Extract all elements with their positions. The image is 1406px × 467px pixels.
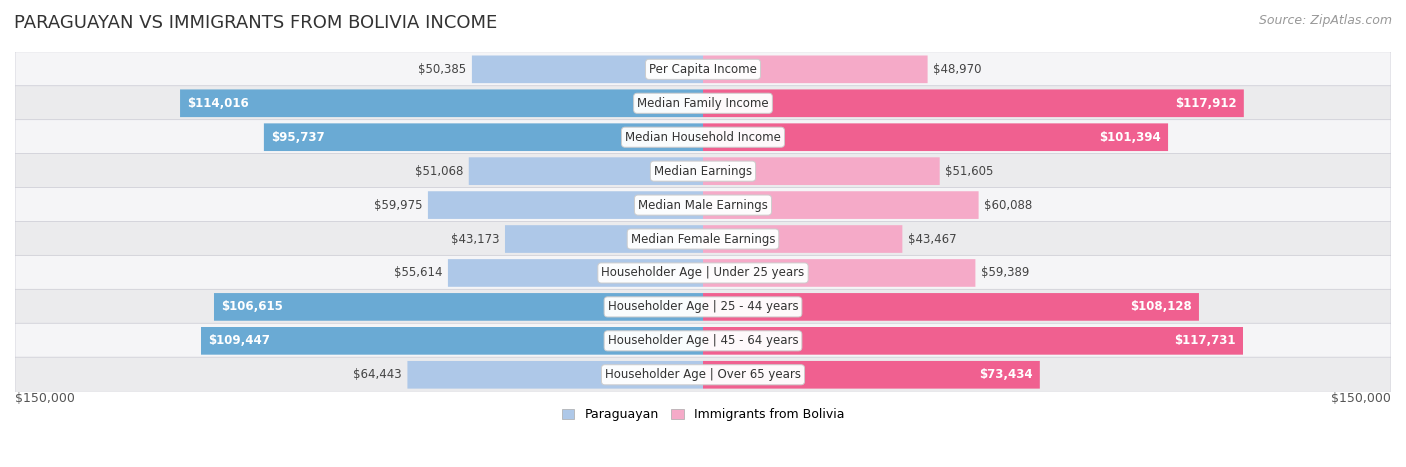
FancyBboxPatch shape: [201, 327, 703, 354]
Text: $117,731: $117,731: [1174, 334, 1236, 347]
FancyBboxPatch shape: [15, 86, 1391, 121]
Text: Median Female Earnings: Median Female Earnings: [631, 233, 775, 246]
FancyBboxPatch shape: [15, 221, 1391, 256]
FancyBboxPatch shape: [264, 123, 703, 151]
FancyBboxPatch shape: [703, 361, 1040, 389]
FancyBboxPatch shape: [15, 357, 1391, 392]
Text: PARAGUAYAN VS IMMIGRANTS FROM BOLIVIA INCOME: PARAGUAYAN VS IMMIGRANTS FROM BOLIVIA IN…: [14, 14, 498, 32]
FancyBboxPatch shape: [703, 327, 1243, 354]
FancyBboxPatch shape: [468, 157, 703, 185]
Text: $95,737: $95,737: [271, 131, 325, 144]
FancyBboxPatch shape: [703, 225, 903, 253]
Text: $73,434: $73,434: [980, 368, 1033, 381]
FancyBboxPatch shape: [408, 361, 703, 389]
Text: Householder Age | 25 - 44 years: Householder Age | 25 - 44 years: [607, 300, 799, 313]
FancyBboxPatch shape: [15, 323, 1391, 358]
Text: $150,000: $150,000: [1331, 392, 1391, 405]
FancyBboxPatch shape: [449, 259, 703, 287]
FancyBboxPatch shape: [703, 259, 976, 287]
Text: $101,394: $101,394: [1099, 131, 1161, 144]
Text: $106,615: $106,615: [221, 300, 283, 313]
Text: $150,000: $150,000: [15, 392, 75, 405]
Text: Per Capita Income: Per Capita Income: [650, 63, 756, 76]
Text: $51,605: $51,605: [945, 165, 994, 177]
Text: $64,443: $64,443: [353, 368, 402, 381]
Text: $114,016: $114,016: [187, 97, 249, 110]
Legend: Paraguayan, Immigrants from Bolivia: Paraguayan, Immigrants from Bolivia: [557, 403, 849, 426]
FancyBboxPatch shape: [505, 225, 703, 253]
Text: $55,614: $55,614: [394, 267, 443, 279]
FancyBboxPatch shape: [15, 154, 1391, 189]
FancyBboxPatch shape: [15, 255, 1391, 290]
FancyBboxPatch shape: [703, 123, 1168, 151]
Text: Source: ZipAtlas.com: Source: ZipAtlas.com: [1258, 14, 1392, 27]
Text: $50,385: $50,385: [418, 63, 467, 76]
FancyBboxPatch shape: [703, 191, 979, 219]
Text: $117,912: $117,912: [1175, 97, 1237, 110]
Text: $60,088: $60,088: [984, 198, 1032, 212]
Text: $108,128: $108,128: [1130, 300, 1192, 313]
Text: $43,467: $43,467: [908, 233, 956, 246]
FancyBboxPatch shape: [15, 120, 1391, 155]
Text: Median Earnings: Median Earnings: [654, 165, 752, 177]
Text: $43,173: $43,173: [451, 233, 499, 246]
Text: $59,975: $59,975: [374, 198, 422, 212]
FancyBboxPatch shape: [15, 290, 1391, 325]
FancyBboxPatch shape: [703, 56, 928, 83]
FancyBboxPatch shape: [180, 90, 703, 117]
FancyBboxPatch shape: [703, 90, 1244, 117]
FancyBboxPatch shape: [703, 157, 939, 185]
FancyBboxPatch shape: [472, 56, 703, 83]
Text: Householder Age | 45 - 64 years: Householder Age | 45 - 64 years: [607, 334, 799, 347]
Text: Householder Age | Over 65 years: Householder Age | Over 65 years: [605, 368, 801, 381]
Text: Median Male Earnings: Median Male Earnings: [638, 198, 768, 212]
FancyBboxPatch shape: [703, 293, 1199, 321]
FancyBboxPatch shape: [15, 188, 1391, 223]
Text: Householder Age | Under 25 years: Householder Age | Under 25 years: [602, 267, 804, 279]
Text: $109,447: $109,447: [208, 334, 270, 347]
Text: Median Household Income: Median Household Income: [626, 131, 780, 144]
FancyBboxPatch shape: [427, 191, 703, 219]
FancyBboxPatch shape: [15, 52, 1391, 87]
Text: $48,970: $48,970: [934, 63, 981, 76]
FancyBboxPatch shape: [214, 293, 703, 321]
Text: $51,068: $51,068: [415, 165, 463, 177]
Text: Median Family Income: Median Family Income: [637, 97, 769, 110]
Text: $59,389: $59,389: [981, 267, 1029, 279]
